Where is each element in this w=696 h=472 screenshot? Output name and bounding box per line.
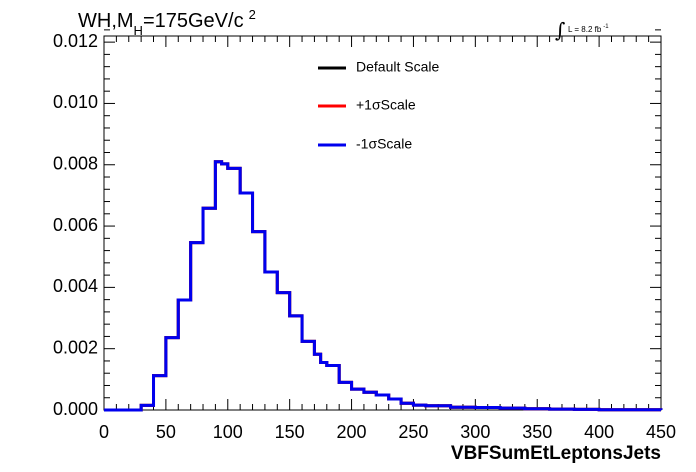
x-tick-label: 200 bbox=[337, 422, 367, 442]
luminosity-integral-symbol: ∫ bbox=[555, 18, 565, 42]
series-line-1 bbox=[104, 160, 663, 412]
x-tick-label: 0 bbox=[99, 422, 109, 442]
series-line-0 bbox=[104, 160, 663, 412]
x-tick-label: 300 bbox=[460, 422, 490, 442]
y-tick-label: 0.002 bbox=[53, 337, 98, 357]
x-axis-label: VBFSumEtLeptonsJets bbox=[451, 443, 661, 464]
title-value: =175GeV/c bbox=[143, 10, 244, 32]
luminosity-superscript: -1 bbox=[603, 24, 609, 30]
legend-label-0: Default Scale bbox=[356, 59, 439, 75]
title-main: WH,M bbox=[78, 10, 134, 32]
x-tick-label: 150 bbox=[275, 422, 305, 442]
plot-title: WH,MH=175GeV/c 2 bbox=[78, 7, 256, 38]
x-tick-label: 400 bbox=[584, 422, 614, 442]
x-tick-label: 450 bbox=[646, 422, 676, 442]
x-tick-label: 350 bbox=[522, 422, 552, 442]
x-tick-label: 100 bbox=[213, 422, 243, 442]
tick-labels: 0 50 100 150 200 250 300 350 400 450 0.000 0.002 0.0… bbox=[53, 31, 676, 442]
legend: Default Scale +1σScale -1σScale bbox=[318, 59, 439, 152]
luminosity-label: L = 8.2 fb -1 bbox=[568, 24, 609, 34]
plot-frame bbox=[103, 35, 662, 411]
y-tick-label: 0.006 bbox=[53, 215, 98, 235]
y-tick-label: 0.000 bbox=[53, 399, 98, 419]
y-tick-label: 0.012 bbox=[53, 31, 98, 51]
y-tick-label: 0.008 bbox=[53, 154, 98, 174]
x-tick-label: 250 bbox=[398, 422, 428, 442]
series-line-2 bbox=[104, 160, 663, 412]
luminosity-text: L = 8.2 fb bbox=[568, 25, 602, 34]
y-tick-label: 0.010 bbox=[53, 92, 98, 112]
legend-label-2: -1σScale bbox=[356, 136, 412, 152]
title-subscript: H bbox=[134, 23, 143, 38]
legend-label-1: +1σScale bbox=[356, 97, 416, 113]
axis-ticks bbox=[103, 29, 662, 411]
y-tick-label: 0.004 bbox=[53, 276, 98, 296]
title-superscript: 2 bbox=[249, 7, 256, 22]
x-tick-label: 50 bbox=[156, 422, 176, 442]
series-group bbox=[104, 160, 663, 412]
